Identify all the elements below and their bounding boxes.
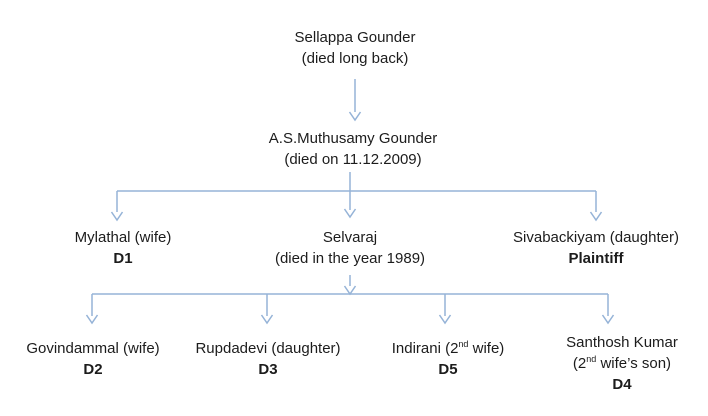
person-name: Indirani (2nd wife) bbox=[391, 339, 505, 358]
party-label: D4 bbox=[612, 376, 632, 393]
person-name: Sellappa Gounder bbox=[294, 29, 416, 46]
person-name: A.S.Muthusamy Gounder bbox=[268, 130, 438, 147]
party-label: D1 bbox=[113, 250, 133, 267]
person-name: Mylathal (wife) bbox=[74, 229, 172, 246]
arrowhead-to-sivabackiyam bbox=[589, 211, 603, 222]
node-mylathal: Mylathal (wife) D1 bbox=[75, 227, 172, 269]
arrowhead-to-rupdadevi bbox=[260, 314, 274, 325]
ordinal-superscript: nd bbox=[586, 354, 597, 364]
arrowhead-to-govindammal bbox=[85, 314, 99, 325]
person-name: Selvaraj bbox=[322, 229, 378, 246]
person-name: Santhosh Kumar bbox=[566, 334, 678, 351]
arrowhead-to-santhosh bbox=[601, 314, 615, 325]
arrowhead-selvaraj-stem bbox=[343, 285, 357, 296]
person-note: (died in the year 1989) bbox=[274, 250, 426, 267]
node-indirani: Indirani (2nd wife) D5 bbox=[392, 338, 505, 380]
node-muthusamy-gounder: A.S.Muthusamy Gounder (died on 11.12.200… bbox=[269, 128, 437, 170]
node-selvaraj: Selvaraj (died in the year 1989) bbox=[275, 227, 425, 269]
party-label: D3 bbox=[258, 361, 278, 378]
node-govindammal: Govindammal (wife) D2 bbox=[26, 338, 159, 380]
node-sivabackiyam: Sivabackiyam (daughter) Plaintiff bbox=[513, 227, 679, 269]
person-note: (2nd wife’s son) bbox=[572, 354, 672, 373]
node-sellappa-gounder: Sellappa Gounder (died long back) bbox=[295, 27, 416, 69]
node-santhosh-kumar: Santhosh Kumar (2nd wife’s son) D4 bbox=[566, 332, 678, 395]
arrowhead-to-mylathal bbox=[110, 211, 124, 222]
person-note: (died on 11.12.2009) bbox=[284, 151, 422, 168]
person-note: (died long back) bbox=[301, 50, 409, 67]
person-name: Rupdadevi (daughter) bbox=[195, 340, 341, 357]
arrowhead-to-indirani bbox=[438, 314, 452, 325]
party-label: Plaintiff bbox=[568, 250, 624, 267]
arrowhead-gen1-to-gen2 bbox=[348, 111, 362, 122]
person-name: Sivabackiyam (daughter) bbox=[513, 229, 679, 246]
person-name: Govindammal (wife) bbox=[26, 340, 160, 357]
arrowhead-gen2-stem bbox=[343, 208, 357, 219]
party-label: D2 bbox=[83, 361, 103, 378]
ordinal-superscript: nd bbox=[458, 339, 469, 349]
node-rupdadevi: Rupdadevi (daughter) D3 bbox=[195, 338, 340, 380]
party-label: D5 bbox=[438, 361, 458, 378]
